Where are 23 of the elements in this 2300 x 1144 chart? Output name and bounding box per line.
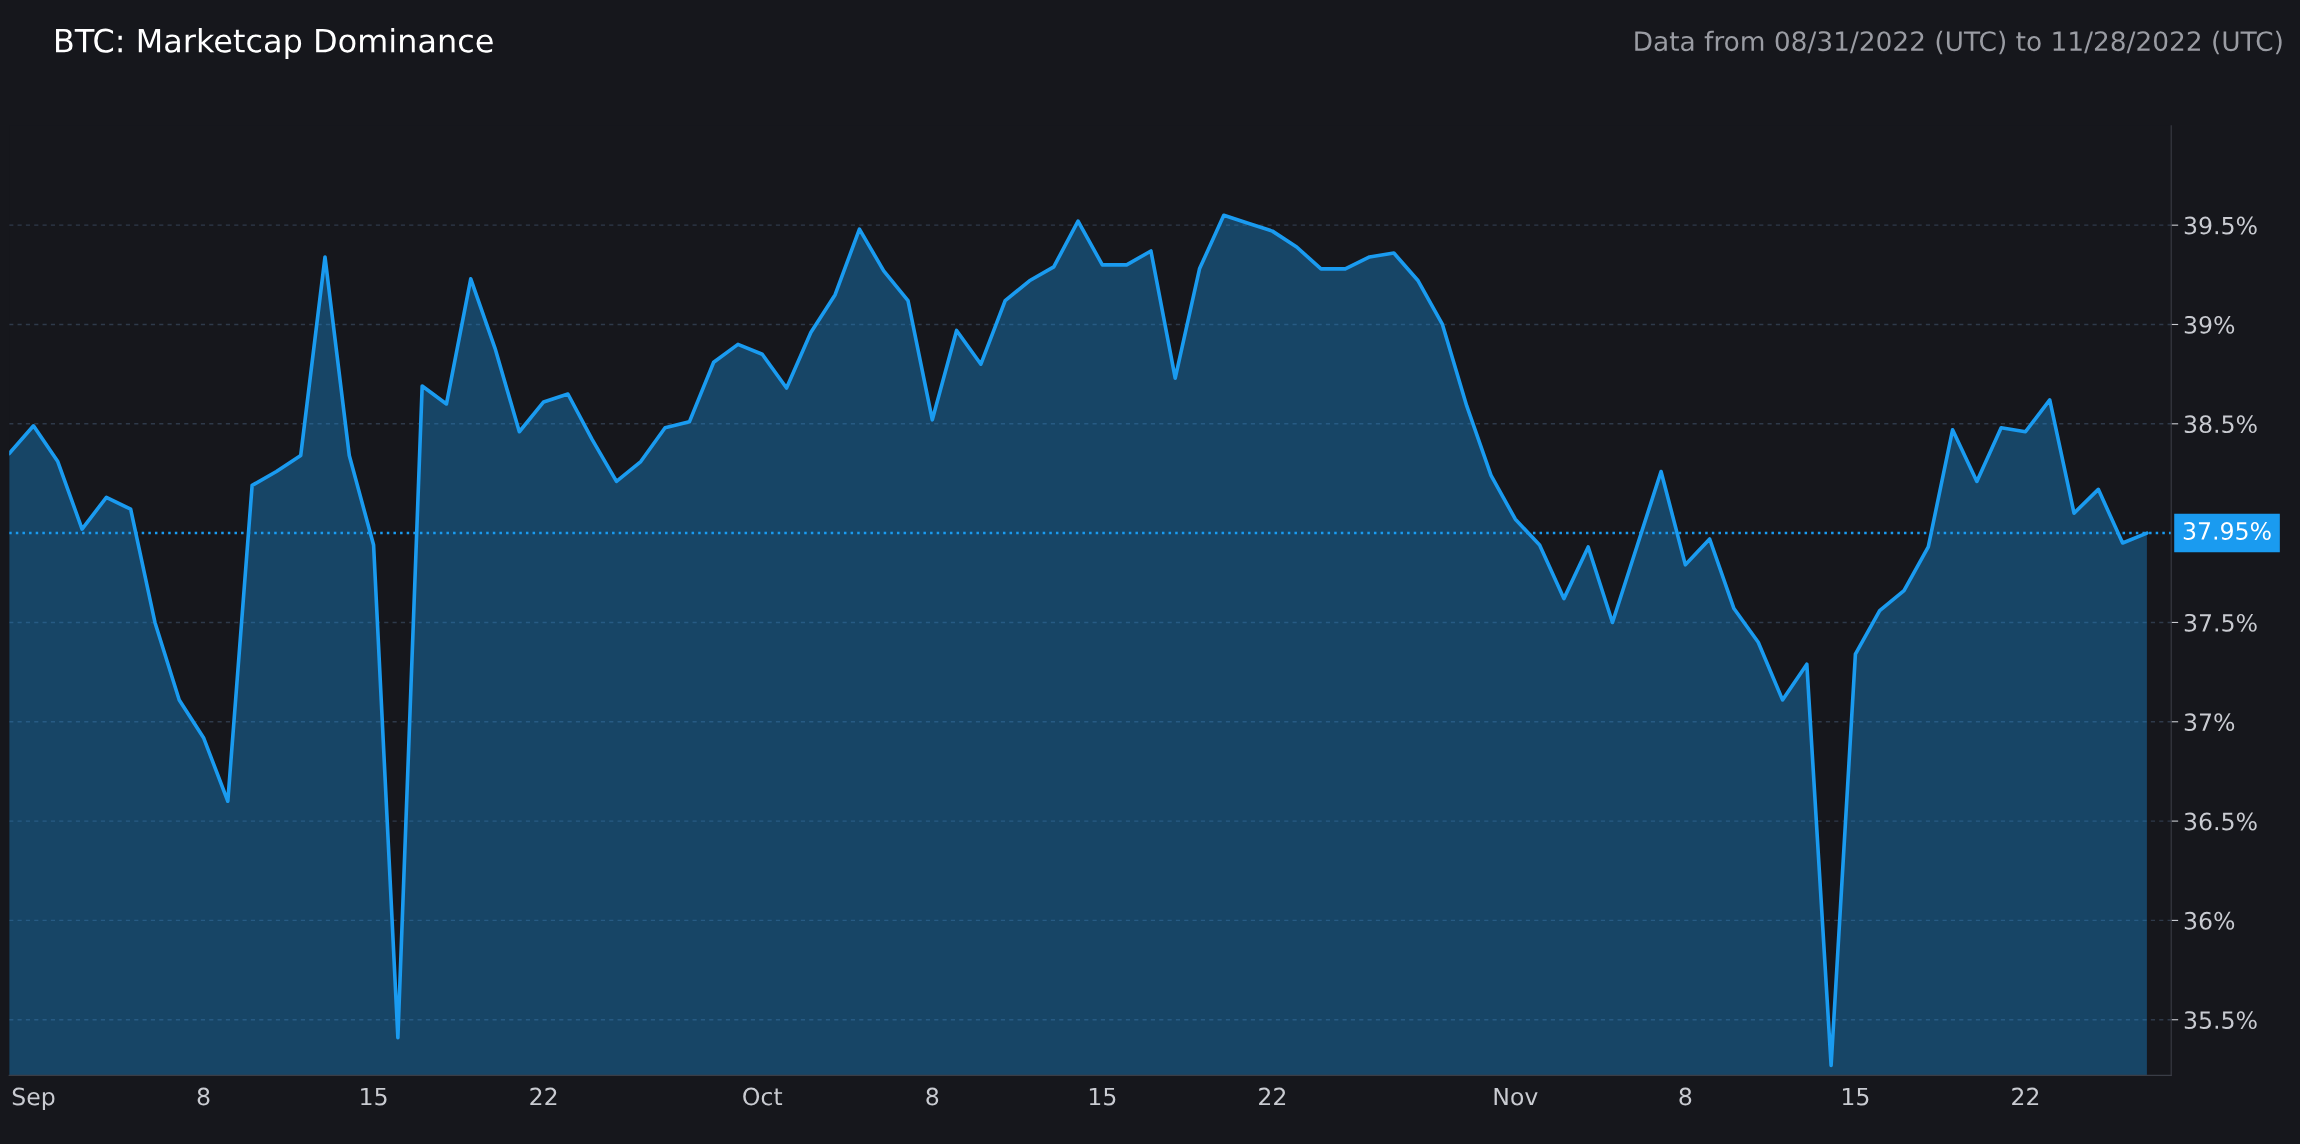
x-tick-label: 8 <box>197 1087 210 1106</box>
x-tick-label: 15 <box>1089 1087 1116 1106</box>
x-tick-label: Sep <box>12 1087 55 1111</box>
y-tick-label: 35.5% <box>2184 1011 2257 1030</box>
y-tick-label: 37% <box>2184 713 2235 732</box>
x-tick-label: 22 <box>2012 1087 2039 1106</box>
y-tick-label: 39.5% <box>2184 216 2257 235</box>
y-tick-label: 36% <box>2184 911 2235 930</box>
chart-title: BTC: Marketcap Dominance <box>56 28 493 59</box>
x-tick-label: 8 <box>926 1087 939 1106</box>
x-tick-label: 22 <box>1259 1087 1286 1106</box>
x-tick-label: 8 <box>1679 1087 1692 1106</box>
x-tick-label: 22 <box>530 1087 557 1106</box>
x-tick-label: 15 <box>361 1087 387 1106</box>
x-tick-label: Nov <box>1494 1087 1538 1106</box>
x-tick-label: 15 <box>1842 1087 1869 1106</box>
chart-subtitle: Data from 08/31/2022 (UTC) to 11/28/2022 (UTC) <box>1635 30 2282 55</box>
y-tick-label: 38.5% <box>2184 415 2257 434</box>
ref-line-label: 37.95% <box>2183 522 2271 540</box>
y-tick-label: 39% <box>2184 315 2235 334</box>
y-tick-label: 37.5% <box>2184 613 2257 632</box>
x-tick-label: Oct <box>743 1087 783 1106</box>
y-tick-label: 36.5% <box>2184 812 2257 831</box>
